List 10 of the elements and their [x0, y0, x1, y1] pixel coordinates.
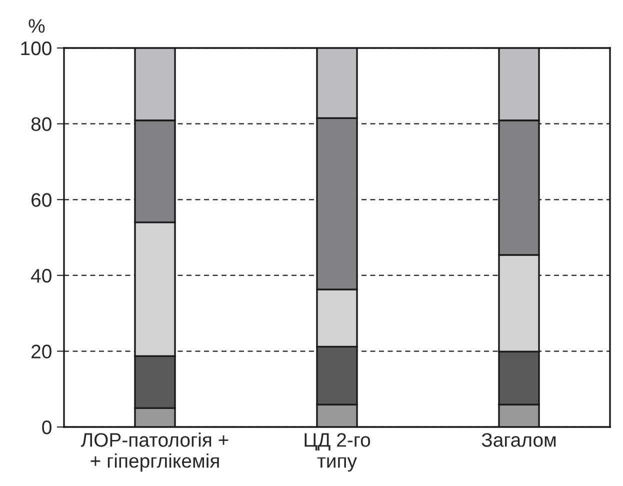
y-tick-label: 0 [42, 420, 52, 434]
y-tick-label: 100 [21, 41, 52, 56]
y-tick-label: 40 [31, 268, 52, 283]
x-tick-label: ЦД 2-го типу [304, 433, 370, 472]
x-tick-label: ЛОР-патологія + + гіперглікемія [80, 432, 228, 472]
y-tick-label: 60 [32, 193, 52, 207]
y-tick-label: 20 [32, 344, 52, 358]
y-axis-title: % [28, 19, 45, 33]
x-tick-label: Загалом [482, 433, 556, 447]
y-tick-label: 80 [31, 117, 52, 132]
